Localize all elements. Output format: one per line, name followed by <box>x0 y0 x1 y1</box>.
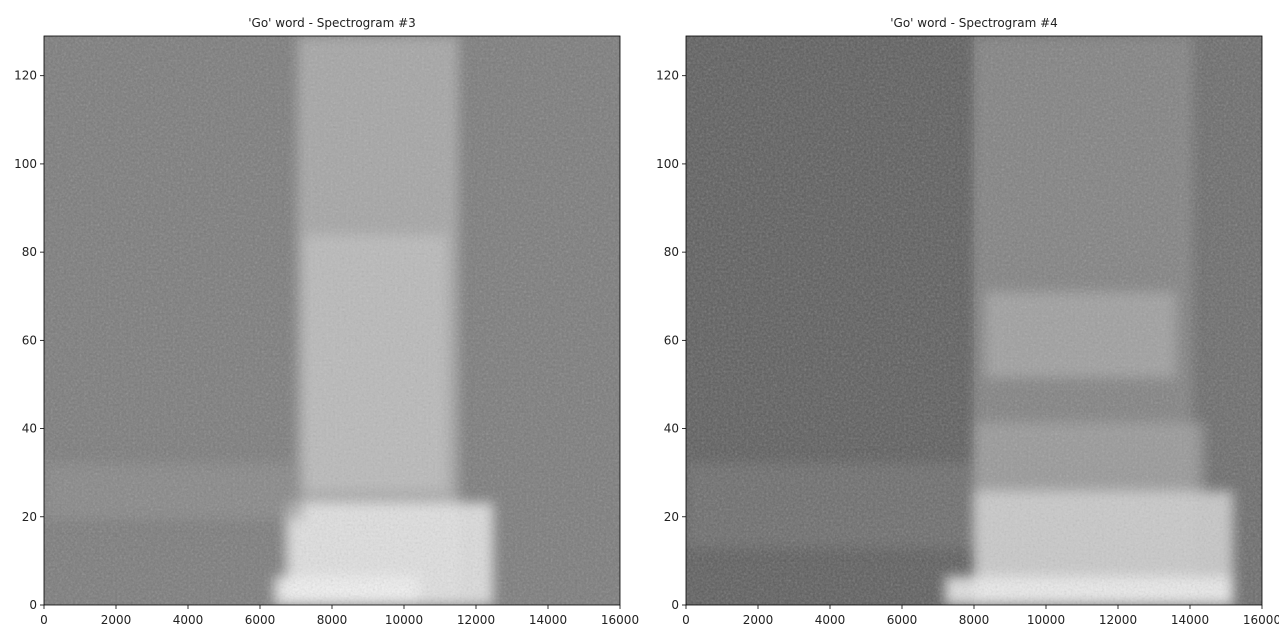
y-tick-label: 20 <box>664 510 679 524</box>
chart-title: 'Go' word - Spectrogram #4 <box>890 16 1058 30</box>
x-tick-label: 16000 <box>1243 613 1279 627</box>
y-tick-label: 100 <box>14 157 37 171</box>
subplot: 'Go' word - Spectrogram #4 0 2000 4000 6000 8… <box>656 16 1279 627</box>
x-tick-label: 0 <box>40 613 48 627</box>
spectrogram-image <box>686 36 1262 605</box>
spectrogram-image <box>44 36 620 605</box>
figure: 'Go' word - Spectrogram #302000400060008… <box>0 0 1279 628</box>
y-tick-label: 20 <box>22 510 37 524</box>
x-tick-label: 2000 <box>101 613 132 627</box>
subplot: 'Go' word - Spectrogram #3 0 2000 4000 6000 8… <box>14 16 639 627</box>
y-tick-label: 0 <box>671 598 679 612</box>
y-tick-label: 80 <box>22 245 37 259</box>
x-tick-label: 8000 <box>959 613 990 627</box>
y-tick-label: 120 <box>656 69 679 83</box>
x-tick-label: 2000 <box>743 613 774 627</box>
x-tick-label: 14000 <box>529 613 567 627</box>
y-tick-label: 40 <box>664 422 679 436</box>
y-tick-label: 0 <box>29 598 37 612</box>
x-tick-label: 8000 <box>317 613 348 627</box>
x-tick-label: 4000 <box>815 613 846 627</box>
image-noise <box>44 36 620 605</box>
y-tick-label: 80 <box>664 245 679 259</box>
x-tick-label: 12000 <box>1099 613 1137 627</box>
x-tick-label: 10000 <box>385 613 423 627</box>
x-tick-label: 6000 <box>887 613 918 627</box>
x-tick-label: 10000 <box>1027 613 1065 627</box>
x-tick-label: 0 <box>682 613 690 627</box>
y-tick-label: 60 <box>664 333 679 347</box>
y-tick-label: 100 <box>656 157 679 171</box>
x-tick-label: 6000 <box>245 613 276 627</box>
x-tick-label: 4000 <box>173 613 204 627</box>
y-tick-label: 60 <box>22 333 37 347</box>
x-tick-label: 14000 <box>1171 613 1209 627</box>
image-noise <box>686 36 1262 605</box>
chart-title: 'Go' word - Spectrogram #3 <box>248 16 416 30</box>
x-tick-label: 16000 <box>601 613 639 627</box>
y-tick-label: 40 <box>22 422 37 436</box>
x-tick-label: 12000 <box>457 613 495 627</box>
y-tick-label: 120 <box>14 69 37 83</box>
